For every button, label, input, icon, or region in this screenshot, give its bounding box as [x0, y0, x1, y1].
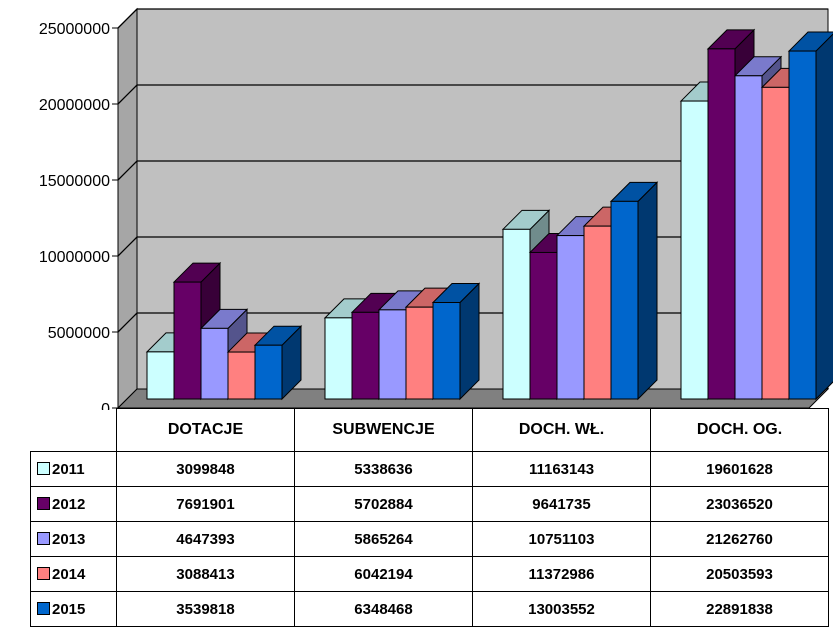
- series-name: 2015: [52, 600, 86, 618]
- table-header-row: DOTACJE SUBWENCJE DOCH. WŁ. DOCH. OG.: [31, 408, 829, 452]
- legend-swatch: [37, 461, 50, 475]
- column-header: DOCH. WŁ.: [472, 408, 651, 452]
- legend-entry: 2014: [30, 556, 117, 592]
- bar-side: [815, 33, 833, 401]
- bar-front: [761, 86, 790, 400]
- bar-front: [254, 344, 283, 400]
- bar-front: [378, 309, 407, 400]
- y-axis: 0 5000000 10000000 15000000 20000000 25000000: [39, 21, 119, 410]
- table-cell-value: 10751103: [472, 521, 651, 557]
- bar-front: [173, 281, 202, 400]
- bar: [609, 181, 659, 401]
- table-cell-value: 9641735: [472, 486, 651, 522]
- legend-entry: 2011: [30, 451, 117, 487]
- bar-front: [610, 200, 639, 400]
- y-tick-label: 25000000: [39, 21, 110, 38]
- legend-entry: 2012: [30, 486, 117, 522]
- table-cell-value: 11372986: [472, 556, 651, 592]
- legend-swatch: [37, 531, 50, 545]
- bar: [787, 31, 833, 401]
- table-cell-value: 19601628: [650, 451, 829, 487]
- bar-front: [146, 351, 175, 400]
- table-cell-value: 11163143: [472, 451, 651, 487]
- bar: [431, 282, 481, 401]
- bar-side: [459, 282, 480, 401]
- bar-front: [432, 302, 461, 400]
- table-cell-value: 22891838: [650, 591, 829, 627]
- table-cell-value: 6042194: [294, 556, 473, 592]
- table-cell-value: 3539818: [116, 591, 295, 627]
- table-cell-value: 5865264: [294, 521, 473, 557]
- y-tick-label: 20000000: [39, 97, 110, 114]
- gridline: [117, 160, 828, 181]
- table-cell-value: 23036520: [650, 486, 829, 522]
- bar-front: [324, 317, 353, 400]
- table-cell-value: 13003552: [472, 591, 651, 627]
- data-table: DOTACJE SUBWENCJE DOCH. WŁ. DOCH. OG. 20…: [30, 408, 829, 627]
- bar-front: [680, 100, 709, 400]
- column-header: SUBWENCJE: [294, 408, 473, 452]
- legend-entry: 2015: [30, 591, 117, 627]
- bar: [253, 324, 303, 401]
- y-tick-label: 15000000: [39, 173, 110, 190]
- bar-front: [707, 48, 736, 400]
- series-name: 2011: [52, 460, 85, 478]
- y-tick-label: 5000000: [48, 325, 110, 342]
- bar-front: [583, 225, 612, 400]
- column-header: DOCH. OG.: [650, 408, 829, 452]
- table-corner: [31, 409, 117, 452]
- table-row: 2012 7691901 5702884 9641735 23036520: [30, 486, 829, 522]
- gridline: [117, 8, 828, 29]
- table-row: 2015 3539818 6348468 13003552 22891838: [30, 591, 829, 627]
- legend-swatch: [37, 566, 50, 580]
- series-name: 2013: [52, 530, 86, 548]
- side-wall: [117, 7, 138, 410]
- table-row: 2013 4647393 5865264 10751103 21262760: [30, 521, 829, 557]
- series-name: 2012: [52, 495, 86, 513]
- table-cell-value: 7691901: [116, 486, 295, 522]
- bar-front: [788, 50, 817, 400]
- table-cell-value: 21262760: [650, 521, 829, 557]
- table-cell-value: 6348468: [294, 591, 473, 627]
- table-cell-value: 3099848: [116, 451, 295, 487]
- y-tick-label: 0: [101, 401, 110, 410]
- table-cell-value: 5338636: [294, 451, 473, 487]
- column-header: DOTACJE: [116, 408, 295, 452]
- table-cell-value: 20503593: [650, 556, 829, 592]
- bar-front: [200, 327, 229, 400]
- bar-front: [405, 306, 434, 400]
- y-tick-label: 10000000: [39, 249, 110, 266]
- bar-front: [734, 75, 763, 400]
- bar-front: [351, 311, 380, 400]
- bars: [145, 28, 833, 401]
- bar-front: [556, 235, 585, 400]
- bar-front: [502, 228, 531, 400]
- bar-chart: 0 5000000 10000000 15000000 20000000 25000000: [39, 7, 833, 410]
- table-row: 2011 3099848 5338636 11163143 19601628: [30, 451, 829, 487]
- gridline: [117, 84, 828, 105]
- bar-side: [637, 181, 658, 401]
- legend-swatch: [37, 601, 50, 615]
- table-cell-value: 4647393: [116, 521, 295, 557]
- bar-front: [529, 251, 558, 400]
- table-cell-value: 5702884: [294, 486, 473, 522]
- table-row: 2014 3088413 6042194 11372986 20503593: [30, 556, 829, 592]
- legend-swatch: [37, 496, 50, 510]
- series-name: 2014: [52, 565, 86, 583]
- legend-entry: 2013: [30, 521, 117, 557]
- table-cell-value: 3088413: [116, 556, 295, 592]
- bar-front: [227, 351, 256, 400]
